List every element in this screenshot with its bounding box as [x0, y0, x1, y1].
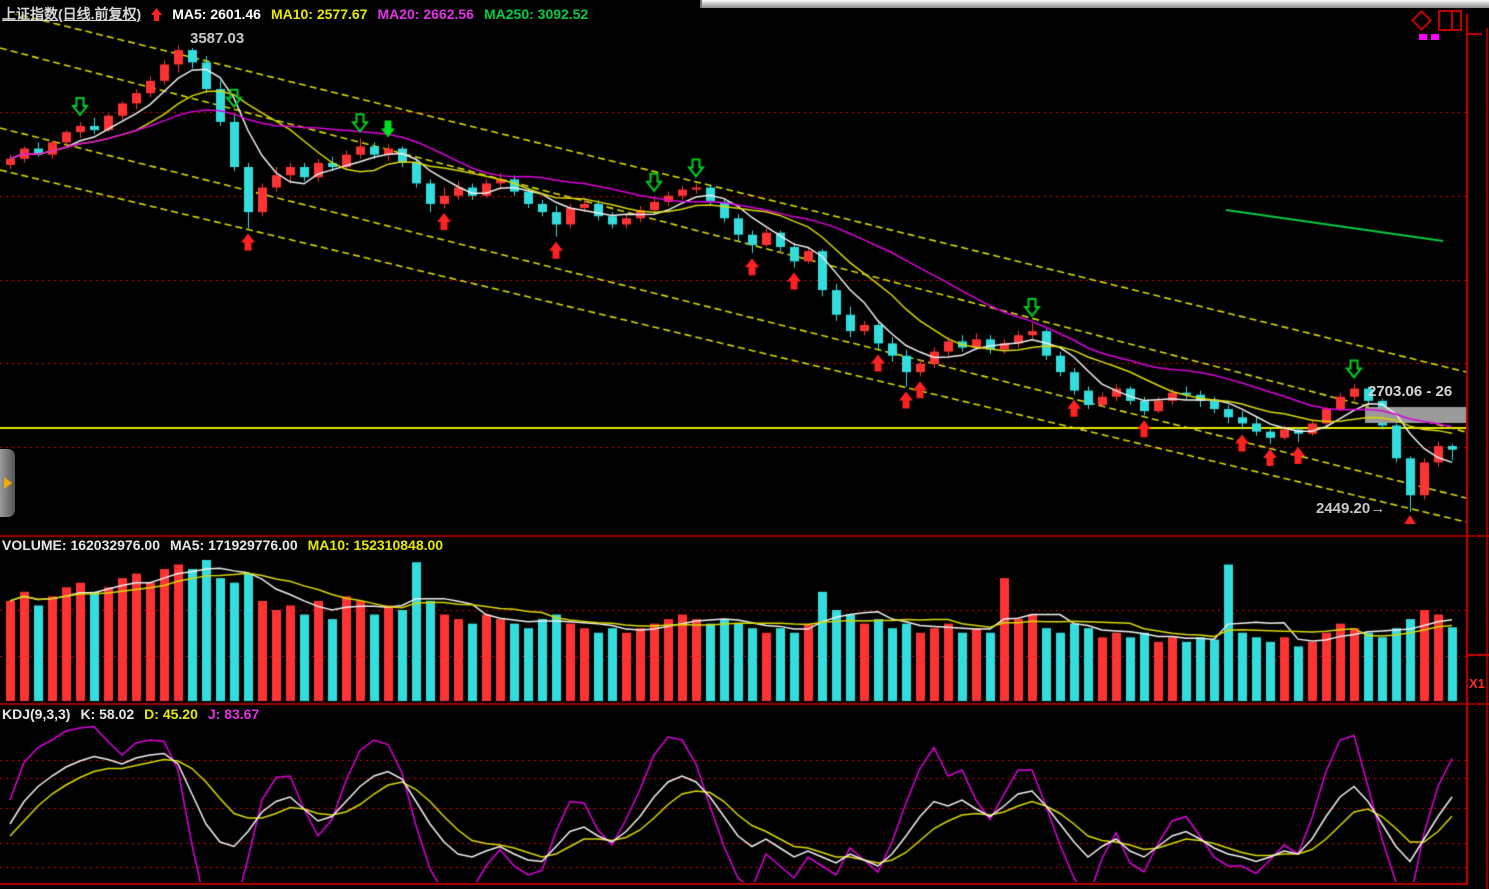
expand-sidebar-tab[interactable]: [0, 449, 15, 517]
volume-ma10-value: MA10: 152310848.00: [307, 537, 444, 553]
volume-ma5-value: MA5: 171929776.00: [169, 537, 298, 553]
volume-header: VOLUME: 162032976.00 MA5: 171929776.00 M…: [2, 537, 443, 553]
main-chart-header: 上证指数(日线.前复权) MA5: 2601.46 MA10: 2577.67 …: [2, 4, 588, 24]
kdj-name: KDJ(9,3,3): [2, 706, 71, 722]
expand-arrow-icon: [3, 477, 12, 489]
volume-value: VOLUME: 162032976.00: [2, 537, 160, 553]
kdj-d-value: D: 45.20: [144, 706, 198, 722]
low-price-label: 2449.20→: [1316, 500, 1386, 517]
split-window-icon[interactable]: [1438, 10, 1462, 31]
peak-price-label: 3587.03: [190, 30, 245, 47]
instrument-title[interactable]: 上证指数(日线.前复权): [2, 6, 142, 22]
magenta-indicator-dot-2: [1431, 34, 1439, 40]
ma250-value: MA250: 3092.52: [483, 6, 589, 22]
magenta-indicator-dot-1: [1419, 34, 1427, 40]
price-band-label: 2703.06 - 26: [1368, 383, 1453, 400]
kdj-j-value: J: 83.67: [207, 706, 260, 722]
x1-axis-label: X1: [1469, 676, 1485, 691]
up-arrow-icon: [151, 7, 163, 21]
ma20-value: MA20: 2662.56: [377, 6, 474, 22]
ma10-value: MA10: 2577.67: [270, 6, 368, 22]
split-window-divider: [1451, 12, 1453, 29]
kdj-header: KDJ(9,3,3) K: 58.02 D: 45.20 J: 83.67: [2, 706, 259, 722]
horizontal-scrollbar[interactable]: [700, 0, 1489, 8]
kdj-k-value: K: 58.02: [80, 706, 135, 722]
ma5-value: MA5: 2601.46: [172, 6, 261, 22]
